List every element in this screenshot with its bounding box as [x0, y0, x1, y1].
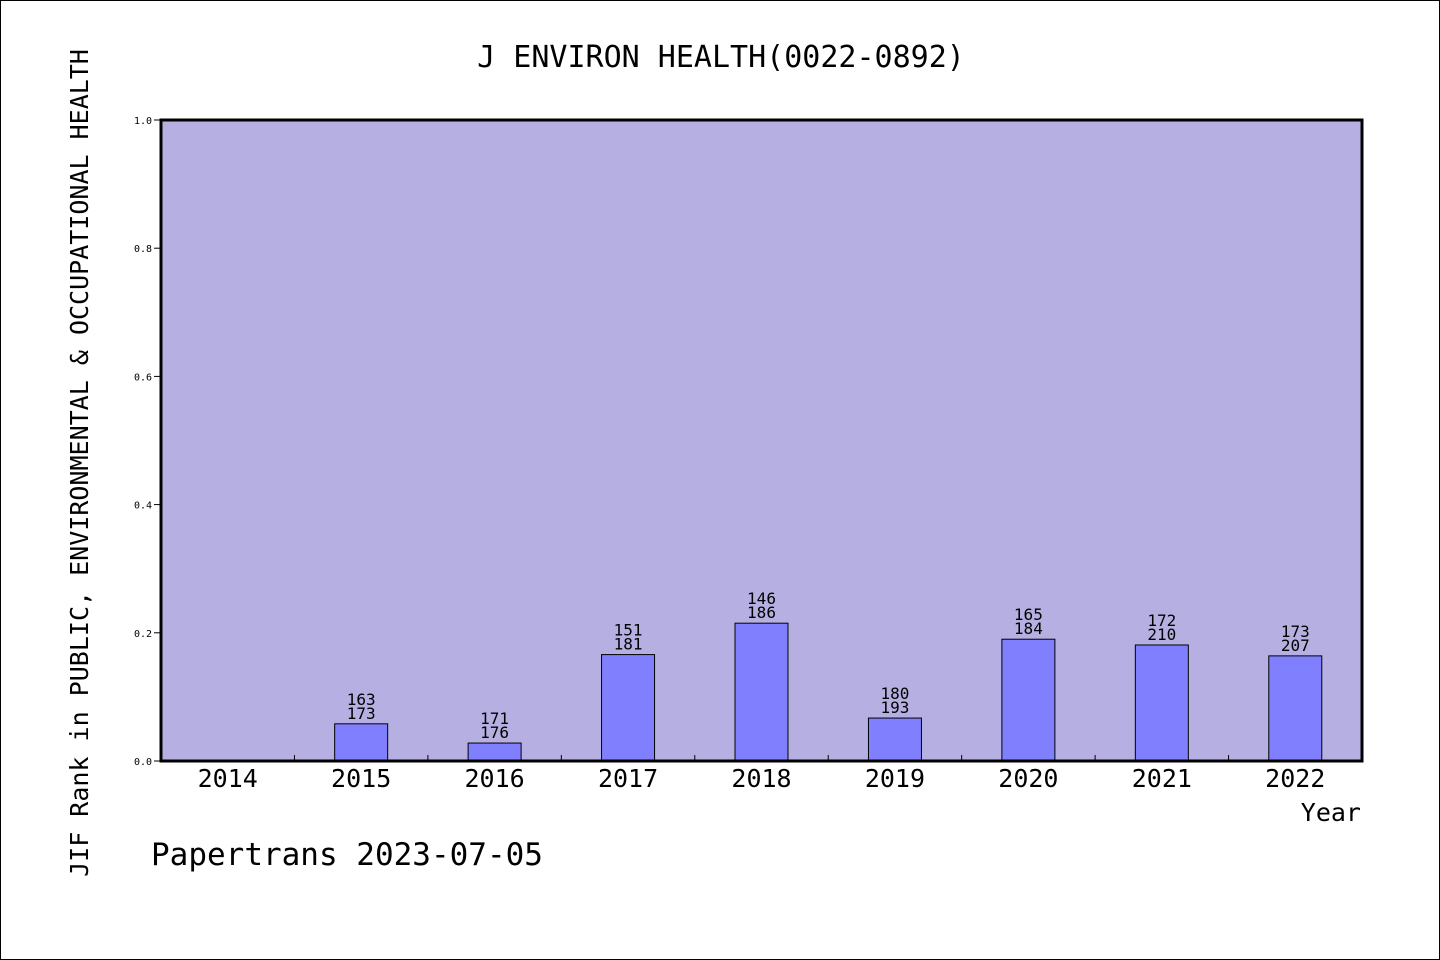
y-tick-label: 0.2 — [134, 629, 152, 640]
y-tick-label: 0.6 — [134, 372, 152, 383]
bar-total-label: 181 — [614, 635, 643, 654]
bar-rank-label: 172 — [1147, 611, 1176, 630]
bar — [601, 654, 656, 762]
x-tick-label: 2014 — [198, 764, 258, 793]
bar-total-label: 186 — [747, 603, 776, 622]
bar-total-label: 173 — [347, 704, 376, 723]
bar-total-label: 207 — [1281, 636, 1310, 655]
y-tick-label: 0.8 — [134, 244, 152, 255]
bar-rank-label: 173 — [1281, 622, 1310, 641]
bar-total-label: 184 — [1014, 619, 1043, 638]
bar — [867, 717, 922, 762]
y-axis-ticks: 0.0 0.2 0.4 0.6 0.8 1.0 — [134, 116, 161, 768]
bar-rank-label: 163 — [347, 690, 376, 709]
y-tick-label: 0.0 — [134, 757, 152, 768]
bar-rank-label: 165 — [1014, 605, 1043, 624]
bar — [467, 742, 522, 762]
bars-group — [334, 622, 1323, 762]
y-tick-label: 1.0 — [134, 116, 152, 127]
bar-total-label: 176 — [480, 723, 509, 742]
bar — [1268, 655, 1323, 762]
x-tick-label: 2017 — [598, 764, 658, 793]
x-tick-label: 2018 — [731, 764, 791, 793]
bar-rank-label: 171 — [480, 709, 509, 728]
x-tick-label: 2019 — [865, 764, 925, 793]
bar — [334, 723, 389, 762]
bar-total-label: 193 — [880, 698, 909, 717]
x-tick-label: 2016 — [465, 764, 525, 793]
bar — [1134, 644, 1189, 762]
bar-total-label: 210 — [1147, 625, 1176, 644]
bar-rank-label: 180 — [880, 684, 909, 703]
footer-credit: Papertrans 2023-07-05 — [151, 837, 543, 873]
plot-border — [159, 118, 1364, 763]
chart-title: J ENVIRON HEALTH(0022-0892) — [477, 40, 965, 75]
x-tick-label: 2022 — [1265, 764, 1325, 793]
x-axis-label: Year — [1301, 798, 1361, 827]
y-axis-label: JIF Rank in PUBLIC, ENVIRONMENTAL & OCCU… — [65, 49, 94, 877]
y-tick-label: 0.4 — [134, 501, 152, 512]
bar — [1001, 638, 1056, 762]
x-axis-ticks: 2014 2015 2016 2017 2018 2019 2020 2021 2022 — [198, 755, 1325, 793]
x-tick-label: 2021 — [1132, 764, 1192, 793]
bar-rank-label: 151 — [614, 621, 643, 640]
bar-rank-label: 146 — [747, 589, 776, 608]
bar — [734, 622, 789, 762]
x-tick-label: 2020 — [998, 764, 1058, 793]
x-tick-label: 2015 — [331, 764, 391, 793]
